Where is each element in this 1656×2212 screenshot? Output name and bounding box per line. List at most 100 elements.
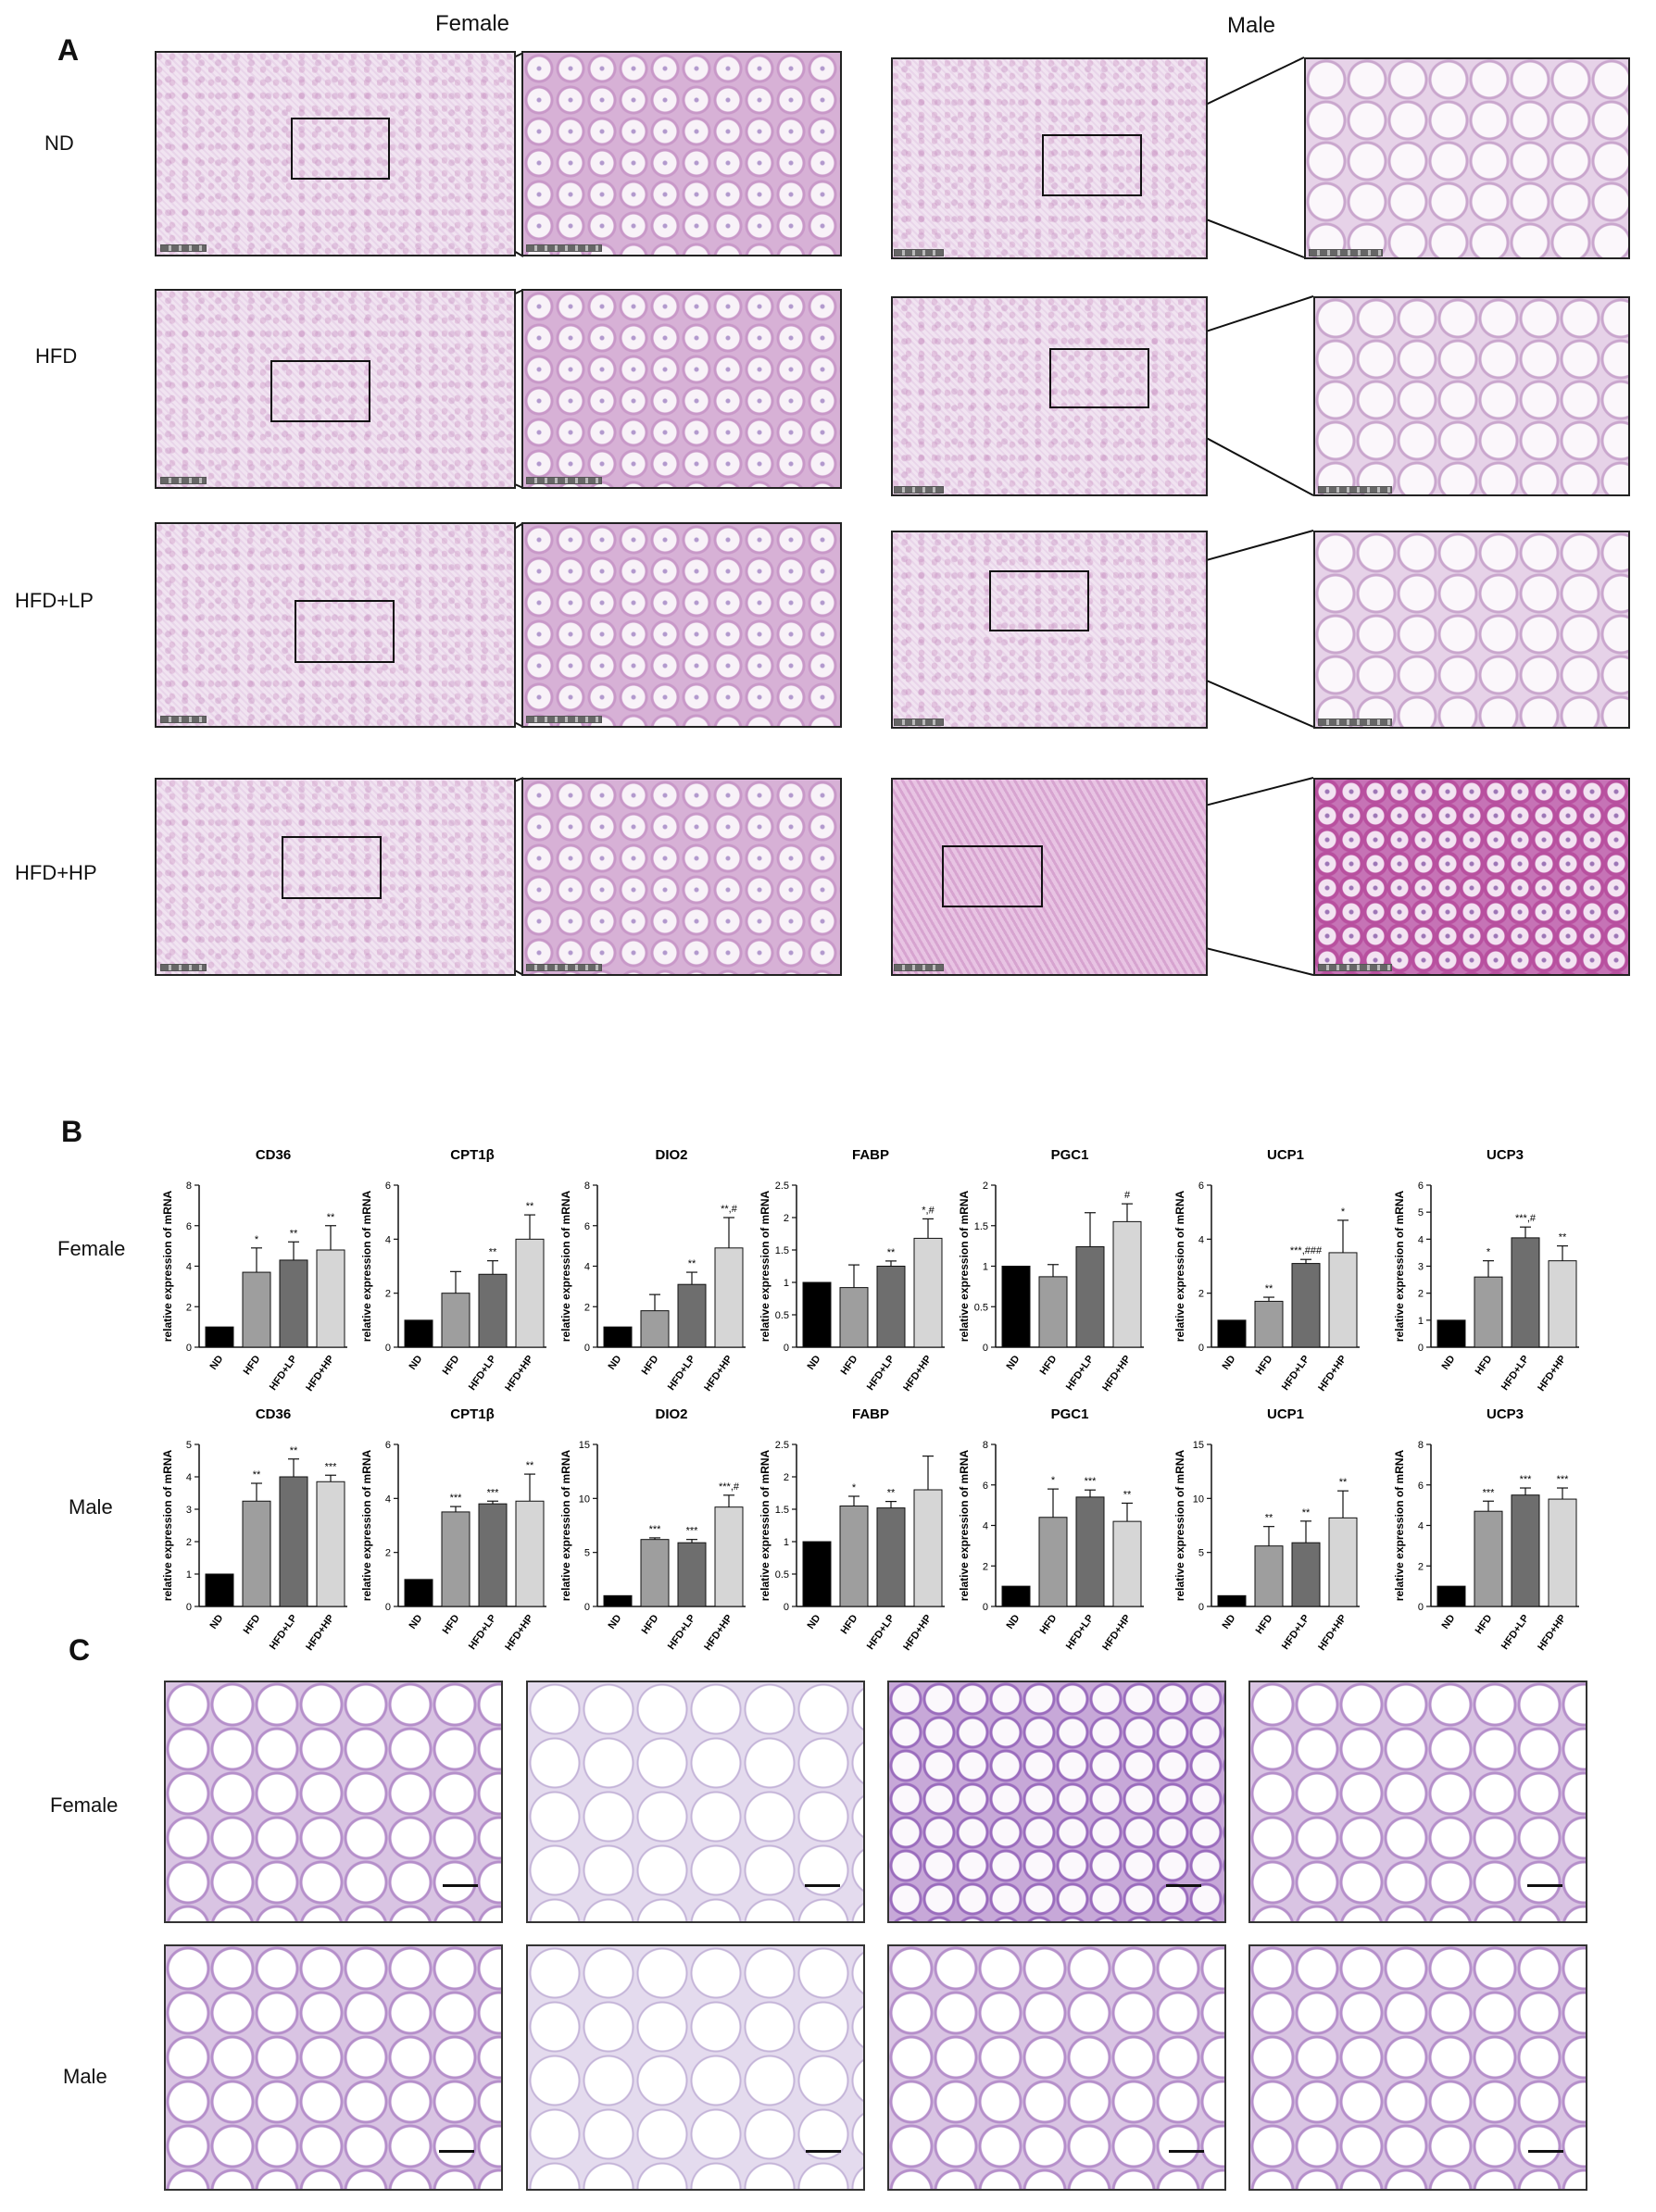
y-tick-label: 0.5 xyxy=(775,1310,789,1321)
panel-a-male-hfd-lp-zoom xyxy=(1313,531,1630,729)
significance-label: *** xyxy=(325,1461,338,1472)
y-tick-label: 2 xyxy=(385,1548,391,1559)
bar-hfd xyxy=(1038,1276,1068,1348)
y-tick-label: 6 xyxy=(1198,1181,1204,1192)
chart-title: UCP1 xyxy=(1267,1147,1304,1163)
panel-b-bar-charts: CD36 0 2 4 6 8 relative expression of mRNA ND * H… xyxy=(161,1147,1579,1653)
panel-b-row-male: Male xyxy=(69,1495,113,1518)
panel-c-male-hfd-hp-image xyxy=(1248,1944,1587,2191)
significance-label: ** xyxy=(1265,1283,1273,1294)
y-tick-label: 15 xyxy=(579,1440,590,1451)
y-tick-label: 1.5 xyxy=(775,1505,789,1516)
y-tick-label: 4 xyxy=(584,1262,590,1273)
y-axis-label: relative expression of mRNA xyxy=(759,1190,772,1342)
significance-label: *** xyxy=(450,1493,463,1504)
y-tick-label: 2 xyxy=(983,1181,988,1192)
bar-nd xyxy=(1217,1594,1247,1607)
panel-a-male-hfd-lp-roi-box xyxy=(989,570,1089,631)
chart-title: UCP3 xyxy=(1487,1406,1524,1422)
x-tick-label: HFD+HP xyxy=(702,1354,734,1393)
scale-bar xyxy=(160,244,207,252)
panel-c-female-nd-image xyxy=(164,1681,503,1923)
bar-hfd-hp xyxy=(714,1506,744,1607)
x-tick-label: HFD xyxy=(839,1613,860,1636)
x-tick-label: HFD xyxy=(1474,1354,1495,1377)
y-axis-label: relative expression of mRNA xyxy=(161,1449,174,1601)
panel-a-male-hfd-hp-overview xyxy=(891,778,1208,976)
scale-bar xyxy=(894,249,944,256)
chart-title: DIO2 xyxy=(655,1147,687,1163)
bar-chart-male-pgc1: PGC1 0 2 4 6 8 relative expression of mRNA ND * H… xyxy=(958,1406,1144,1653)
y-tick-label: 4 xyxy=(983,1521,988,1532)
y-tick-label: 2 xyxy=(1418,1289,1424,1300)
y-tick-label: 10 xyxy=(579,1493,590,1505)
y-tick-label: 2.5 xyxy=(775,1440,789,1451)
y-tick-label: 3 xyxy=(186,1505,192,1516)
bar-chart-female-ucp1: UCP1 0 2 4 6 relative expression of mRNA ND ** H… xyxy=(1173,1147,1360,1393)
bar-hfd xyxy=(1254,1300,1284,1348)
bar-hfd-lp xyxy=(1075,1496,1105,1607)
bar-chart-male-ucp3: UCP3 0 2 4 6 8 relative expression of mRNA ND **… xyxy=(1393,1406,1579,1653)
chart-title: CD36 xyxy=(256,1406,291,1422)
significance-label: ** xyxy=(489,1247,497,1258)
y-tick-label: 4 xyxy=(1418,1234,1424,1245)
scale-bar xyxy=(439,2150,474,2153)
bar-hfd-lp xyxy=(677,1283,707,1348)
y-tick-label: 0 xyxy=(385,1602,391,1613)
y-tick-label: 2 xyxy=(584,1302,590,1313)
chart-title: UCP1 xyxy=(1267,1406,1304,1422)
y-tick-label: 6 xyxy=(186,1221,192,1232)
significance-label: ** xyxy=(1559,1232,1567,1243)
x-tick-label: ND xyxy=(1440,1613,1458,1631)
x-tick-label: ND xyxy=(408,1354,425,1372)
x-tick-label: ND xyxy=(408,1613,425,1631)
bar-chart-female-dio2: DIO2 0 2 4 6 8 relative expression of mRNA ND HF… xyxy=(559,1147,746,1393)
x-tick-label: HFD+HP xyxy=(1536,1354,1568,1393)
chart-title: PGC1 xyxy=(1051,1147,1089,1163)
y-tick-label: 2 xyxy=(784,1213,789,1224)
panel-a-male-hfd-hp-zoom xyxy=(1313,778,1630,976)
significance-label: ** xyxy=(1302,1507,1311,1518)
bar-nd xyxy=(802,1281,832,1348)
significance-label: ** xyxy=(688,1258,696,1269)
x-tick-label: HFD+HP xyxy=(901,1613,934,1653)
bar-chart-female-pgc1: PGC1 0 0.5 1 1.5 2 relative expression of mRNA… xyxy=(958,1147,1144,1393)
y-tick-label: 1 xyxy=(186,1569,192,1581)
bar-nd xyxy=(1217,1319,1247,1348)
y-tick-label: 3 xyxy=(1418,1262,1424,1273)
bar-hfd xyxy=(1038,1517,1068,1607)
significance-label: *** xyxy=(686,1526,699,1537)
significance-label: ** xyxy=(290,1228,298,1239)
bar-hfd-lp xyxy=(1511,1494,1540,1607)
x-tick-label: HFD+LP xyxy=(1280,1613,1312,1652)
significance-label: *** xyxy=(1085,1476,1098,1487)
x-tick-label: HFD xyxy=(441,1354,462,1377)
bar-chart-male-cd36: CD36 0 1 2 3 4 5 relative expression of mRNA ND *… xyxy=(161,1406,347,1653)
y-tick-label: 0 xyxy=(186,1602,192,1613)
y-tick-label: 8 xyxy=(186,1181,192,1192)
scale-bar xyxy=(1318,964,1392,971)
x-tick-label: HFD+LP xyxy=(1499,1613,1532,1652)
y-tick-label: 6 xyxy=(983,1481,988,1492)
bar-chart-male-ucp1: UCP1 0 5 10 15 relative expression of mRNA ND *… xyxy=(1173,1406,1360,1653)
bar-nd xyxy=(1436,1319,1466,1348)
y-tick-label: 2 xyxy=(385,1289,391,1300)
panel-a-female-hfd-zoom xyxy=(521,289,842,489)
x-tick-label: HFD+LP xyxy=(666,1354,698,1393)
panel-a-row-nd: ND xyxy=(44,131,74,155)
scale-bar xyxy=(526,964,602,971)
significance-label: # xyxy=(1124,1190,1131,1201)
x-tick-label: ND xyxy=(806,1354,823,1372)
x-tick-label: ND xyxy=(1221,1354,1238,1372)
panel-a-male-nd-overview xyxy=(891,57,1208,259)
x-tick-label: HFD+LP xyxy=(865,1613,897,1652)
x-tick-label: HFD+LP xyxy=(865,1354,897,1393)
y-axis-label: relative expression of mRNA xyxy=(360,1449,373,1601)
bar-hfd-hp xyxy=(1548,1498,1577,1607)
bar-nd xyxy=(802,1541,832,1607)
y-tick-label: 6 xyxy=(1418,1181,1424,1192)
significance-label: ** xyxy=(887,1488,896,1499)
x-tick-label: HFD+HP xyxy=(1316,1354,1349,1393)
bar-hfd-lp xyxy=(1511,1237,1540,1348)
panel-b-letter: B xyxy=(61,1115,83,1148)
